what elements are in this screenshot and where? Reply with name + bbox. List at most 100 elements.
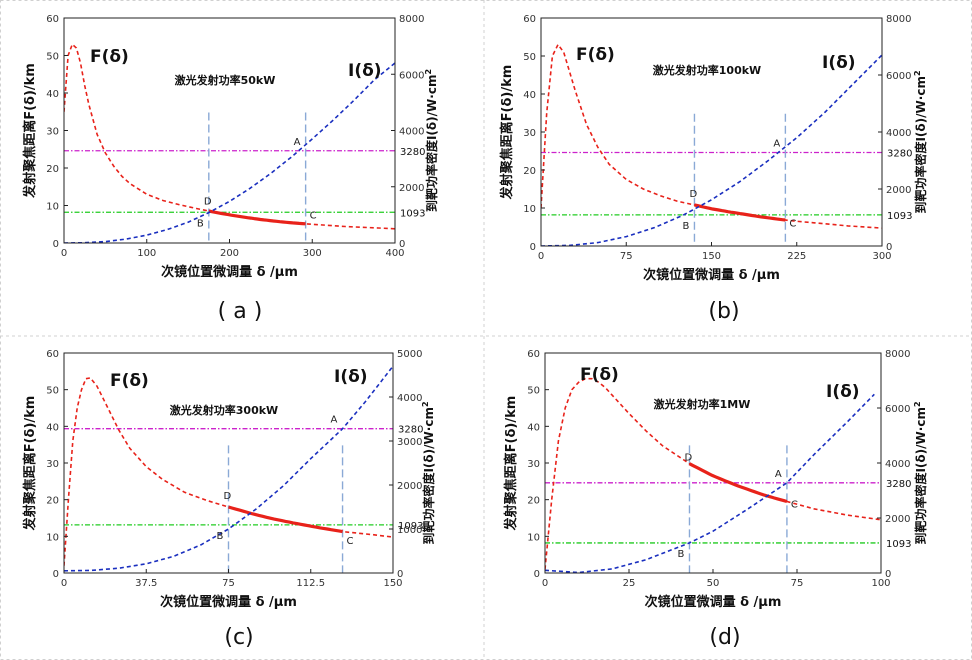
x-axis-label: 次镜位置微调量 δ /μm: [160, 594, 297, 610]
y-axis-label: 发射聚焦距离F(δ)/km: [499, 65, 515, 201]
x-tick-label: 100: [137, 248, 156, 259]
y2-tick-label: 3000: [397, 437, 422, 448]
y2-tick-label: 6000: [399, 70, 424, 81]
y-tick-label: 30: [527, 459, 540, 470]
hline-label-3280: 3280: [398, 425, 423, 436]
x-tick-label: 0: [538, 251, 544, 262]
y-tick-label: 50: [46, 386, 59, 397]
y2-tick-label: 8000: [399, 14, 424, 25]
x-tick-label: 150: [383, 578, 402, 589]
y-tick-label: 0: [53, 239, 59, 250]
point-label-A: A: [773, 139, 780, 150]
point-label-A: A: [775, 469, 782, 480]
panel-caption: ( a ): [218, 299, 263, 324]
y-tick-label: 20: [523, 166, 536, 177]
panel-caption: (c): [224, 625, 253, 650]
y2-axis-label: 到靶功率密度I(δ)/W·cm2: [421, 401, 436, 544]
i-curve-label: I(δ): [826, 382, 860, 402]
y2-tick-label: 4000: [885, 459, 910, 470]
x-tick-label: 0: [542, 578, 548, 589]
y-tick-label: 10: [46, 202, 59, 213]
hline-label-1093: 1093: [886, 539, 911, 550]
x-tick-label: 25: [623, 578, 636, 589]
hline-label-3280: 3280: [400, 147, 425, 158]
y2-tick-label: 2000: [885, 514, 910, 525]
x-tick-label: 75: [791, 578, 804, 589]
series-f-selected-segment: [228, 505, 343, 534]
y2-tick-label: 4000: [399, 127, 424, 138]
y-tick-label: 60: [46, 349, 59, 360]
y-tick-label: 10: [527, 532, 540, 543]
x-tick-label: 300: [872, 251, 891, 262]
x-axis-label: 次镜位置微调量 δ /μm: [645, 594, 782, 610]
series-f-selected-segment: [694, 203, 786, 222]
y2-tick-label: 6000: [886, 71, 911, 82]
hline-label-1093: 1093: [400, 208, 425, 219]
y-tick-label: 60: [527, 349, 540, 360]
f-curve-label: F(δ): [110, 371, 149, 391]
panel-title: 激光发射功率1MW: [654, 397, 751, 411]
x-tick-label: 75: [620, 251, 633, 262]
point-label-A: A: [331, 415, 338, 426]
point-label-D: D: [689, 189, 697, 200]
point-label-C: C: [310, 210, 317, 221]
f-curve-label: F(δ): [576, 45, 615, 65]
x-tick-label: 75: [222, 578, 235, 589]
y-axis-label: 发射聚焦距离F(δ)/km: [22, 63, 38, 199]
hline-label-1093: 1093: [887, 211, 912, 222]
y2-tick-label: 8000: [885, 349, 910, 360]
hline-label-1093: 1093: [398, 521, 423, 532]
panel-caption: (d): [709, 625, 740, 650]
x-tick-label: 225: [787, 251, 806, 262]
x-tick-label: 400: [385, 248, 404, 259]
point-label-A: A: [294, 137, 301, 148]
panel-title: 激光发射功率300kW: [170, 403, 278, 417]
hline-label-3280: 3280: [887, 149, 912, 160]
f-curve-label: F(δ): [580, 365, 619, 385]
series-f-selected-segment: [208, 209, 306, 226]
panel-caption: (b): [708, 299, 739, 324]
point-label-B: B: [682, 221, 689, 232]
point-label-C: C: [791, 500, 798, 511]
x-tick-label: 0: [61, 248, 67, 259]
y-axis-label: 发射聚焦距离F(δ)/km: [503, 396, 519, 532]
series-f-line: [64, 42, 395, 230]
hline-label-3280: 3280: [886, 479, 911, 490]
f-curve-label: F(δ): [90, 47, 129, 67]
y2-tick-label: 0: [399, 239, 405, 250]
x-tick-label: 37.5: [135, 578, 157, 589]
y-tick-label: 40: [523, 90, 536, 101]
y-tick-label: 0: [53, 569, 59, 580]
x-tick-label: 112.5: [296, 578, 325, 589]
point-label-B: B: [197, 218, 204, 229]
y-axis-label: 发射聚焦距离F(δ)/km: [22, 396, 38, 532]
point-label-B: B: [217, 531, 224, 542]
x-tick-label: 300: [303, 248, 322, 259]
y2-axis-label: 到靶功率密度I(δ)/W·cm2: [913, 401, 928, 544]
i-curve-label: I(δ): [334, 367, 368, 387]
panel-title: 激光发射功率100kW: [653, 63, 761, 77]
x-tick-label: 50: [707, 578, 720, 589]
y-tick-label: 50: [46, 52, 59, 63]
y2-tick-label: 4000: [397, 393, 422, 404]
y2-tick-label: 1000: [397, 525, 422, 536]
y-tick-label: 30: [523, 128, 536, 139]
point-label-C: C: [347, 536, 354, 547]
series-i-line: [541, 54, 882, 246]
y2-axis-label: 到靶功率密度I(δ)/W·cm2: [424, 69, 439, 212]
x-tick-label: 150: [702, 251, 721, 262]
y-tick-label: 10: [523, 204, 536, 215]
y-tick-label: 50: [523, 52, 536, 63]
x-axis-label: 次镜位置微调量 δ /μm: [161, 264, 298, 280]
y-tick-label: 20: [46, 164, 59, 175]
series-i-line: [545, 393, 875, 573]
point-label-B: B: [677, 549, 684, 560]
y-tick-label: 20: [46, 496, 59, 507]
y-tick-label: 60: [46, 14, 59, 25]
y2-tick-label: 0: [397, 569, 403, 580]
